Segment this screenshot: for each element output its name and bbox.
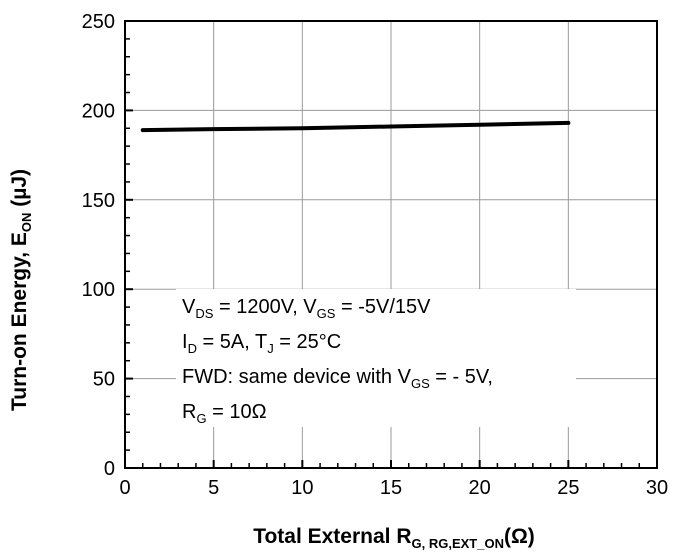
annotation-background xyxy=(176,289,576,427)
annotation-line-3: FWD: same device with VGS = - 5V, xyxy=(182,366,493,391)
annotation: VDS = 1200V, VGS = -5V/15V ID = 5A, TJ =… xyxy=(182,296,493,426)
y-tick-label: 50 xyxy=(93,369,115,391)
x-tick-label: 0 xyxy=(119,477,130,499)
x-tick-label: 15 xyxy=(380,477,402,499)
x-tick-label: 20 xyxy=(469,477,491,499)
y-tick-label: 200 xyxy=(82,100,115,122)
annotation-line-4: RG = 10Ω xyxy=(182,401,267,426)
y-axis-title: Turn-on Energy, EON (µJ) xyxy=(8,169,34,411)
y-tick-labels: 0 50 100 150 200 250 xyxy=(82,11,115,480)
series-layer xyxy=(140,120,571,133)
y-tick-label: 150 xyxy=(82,190,115,212)
plot-frame xyxy=(124,20,658,469)
x-tick-label: 5 xyxy=(208,477,219,499)
y-tick-label: 0 xyxy=(104,458,115,480)
x-tick-labels: 0 5 10 15 20 25 30 xyxy=(119,477,668,499)
annotation-line-2: ID = 5A, TJ = 25°C xyxy=(182,331,341,356)
x-tick-label: 30 xyxy=(646,477,668,499)
x-tick-label: 25 xyxy=(557,477,579,499)
x-tick-label: 10 xyxy=(291,477,313,499)
annotation-line-1: VDS = 1200V, VGS = -5V/15V xyxy=(182,296,431,321)
x-axis-title: Total External RG, RG,EXT_ON(Ω) xyxy=(253,525,535,551)
y-tick-label: 250 xyxy=(82,11,115,33)
series-line-0 xyxy=(140,120,571,133)
y-tick-label: 100 xyxy=(82,279,115,301)
